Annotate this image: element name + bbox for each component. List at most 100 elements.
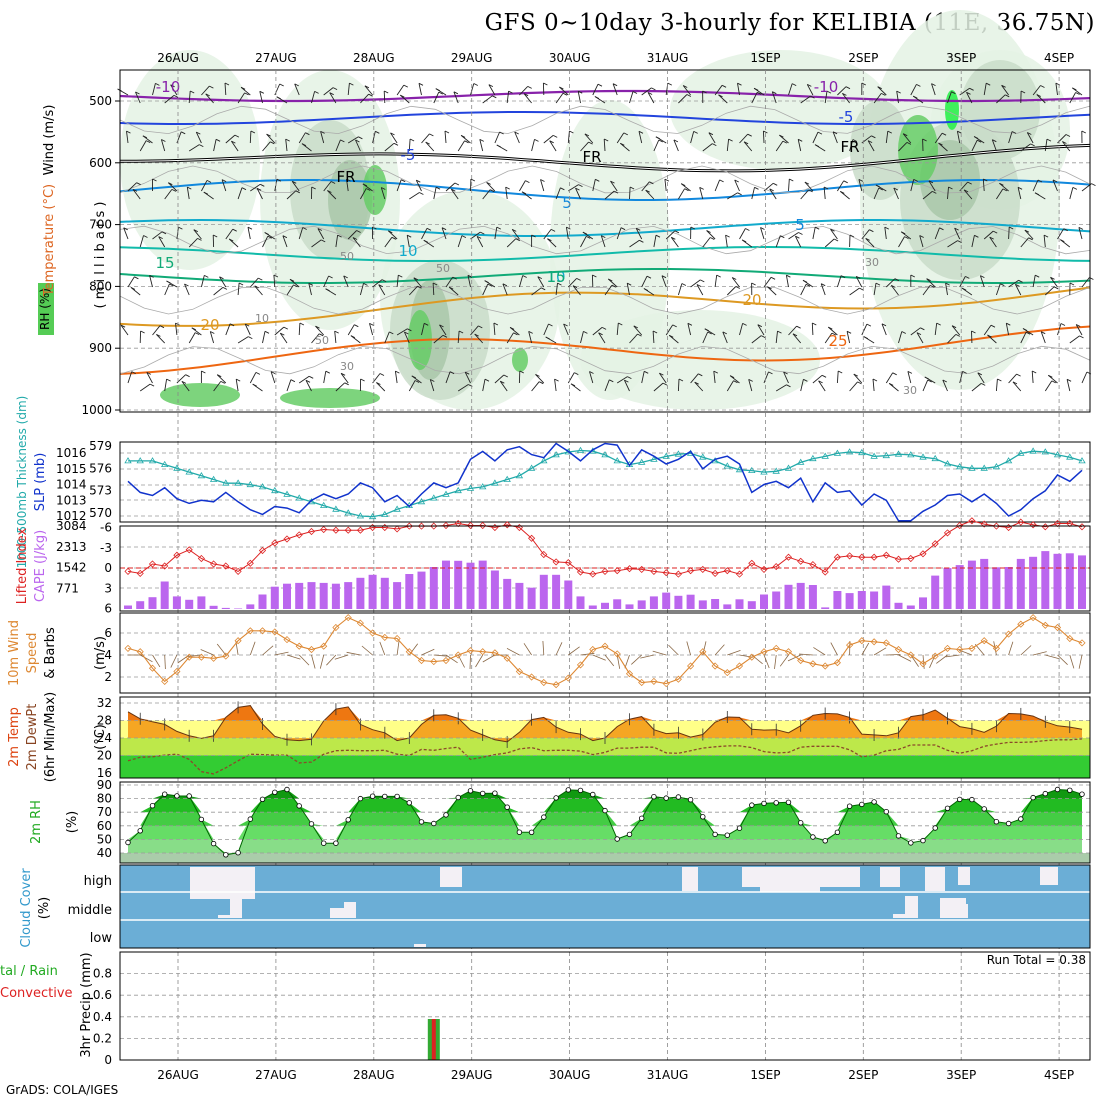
upper-wind-barb-flag	[772, 182, 778, 186]
upper-panel-frame	[119, 69, 1091, 413]
wind-barb	[886, 654, 901, 656]
upper-wind-barb	[820, 283, 826, 296]
upper-wind-barb-flag	[135, 91, 140, 95]
upper-wind-barb	[482, 379, 486, 392]
upper-wind-barb	[156, 334, 166, 344]
upper-wind-barb	[323, 275, 330, 288]
upper-wind-barb	[898, 142, 908, 152]
wind-barb	[568, 646, 580, 656]
upper-wind-barb-flag	[853, 373, 859, 377]
upper-wind-barb-flag	[566, 226, 571, 230]
upper-wind-barb-flag	[285, 138, 290, 142]
upper-wind-barb-flag	[1022, 328, 1028, 331]
upper-wind-barb-flag	[156, 333, 161, 337]
upper-wind-barb	[225, 134, 236, 144]
rh-marker	[480, 790, 486, 797]
upper-wind-barb-flag	[797, 138, 803, 142]
upper-wind-barb-flag	[786, 384, 791, 388]
label-thickness: 1000-500mb Thickness (dm)	[15, 396, 29, 569]
upper-wind-barb-flag	[527, 85, 532, 89]
upper-wind-barb	[653, 235, 657, 248]
thickness-marker	[478, 483, 487, 490]
rh-shade-17	[898, 115, 938, 185]
date-label-top: 1SEP	[750, 51, 780, 65]
cape-bar	[124, 605, 132, 609]
wind-barb	[1045, 654, 1059, 659]
cape-bar	[258, 594, 267, 609]
upper-wind-barb	[907, 371, 912, 384]
upper-wind-barb-flag	[729, 375, 735, 379]
upper-wind-barb	[575, 187, 581, 200]
upper-wind-barb-flag	[432, 282, 438, 286]
upper-wind-barb-flag	[215, 138, 221, 142]
upper-wind-barb-flag	[538, 381, 544, 385]
cape-bar	[723, 604, 732, 609]
upper-wind-barb-flag	[1000, 283, 1005, 287]
cape-bar	[527, 587, 536, 609]
upper-wind-barb-flag	[865, 237, 870, 241]
wind-speed-marker	[674, 675, 682, 683]
upper-wind-barb	[347, 230, 357, 240]
rh-marker	[149, 803, 156, 809]
upper-wind-barb-flag	[645, 189, 650, 193]
rh-marker	[932, 825, 938, 831]
lifted-index-marker	[295, 531, 303, 539]
lifted-index-marker	[234, 567, 242, 575]
upper-wind-barb-flag	[325, 370, 331, 374]
upper-wind-barb-flag	[247, 226, 253, 230]
upper-wind-barb	[652, 330, 655, 344]
upper-wind-barb-flag	[171, 188, 177, 192]
lifted-index-marker	[601, 567, 609, 575]
upper-wind-barb-flag	[786, 274, 791, 278]
upper-wind-barb-flag	[400, 179, 406, 183]
cape-bar	[442, 560, 450, 609]
upper-wind-barb	[910, 327, 921, 336]
upper-wind-barb-flag	[244, 323, 250, 327]
upper-wind-barb-flag	[902, 133, 908, 137]
upper-wind-barb	[1081, 277, 1090, 288]
thickness-marker	[674, 450, 683, 457]
cape-bar	[833, 591, 842, 609]
date-label-top: 29AUG	[451, 51, 493, 65]
lifted-index-marker	[430, 522, 438, 530]
upper-wind-barb-flag	[760, 335, 766, 339]
cape-bar	[686, 594, 695, 609]
wind-speed-marker	[882, 639, 890, 647]
upper-wind-barb-flag	[866, 323, 872, 327]
upper-wind-barb	[346, 179, 349, 192]
upper-wind-barb	[518, 275, 524, 288]
upper-wind-barb	[274, 326, 285, 336]
wind-speed-marker	[980, 637, 988, 645]
wind-barb	[200, 649, 214, 656]
wind-barb	[798, 653, 813, 656]
thickness-marker	[209, 475, 218, 482]
upper-wind-barb-flag	[845, 86, 851, 90]
upper-wind-barb	[873, 187, 880, 200]
upper-wind-barb	[1050, 277, 1058, 288]
upper-wind-barb-flag	[130, 286, 136, 290]
upper-wind-barb-flag	[637, 333, 642, 337]
upper-wind-barb	[775, 331, 778, 344]
thickness-marker	[833, 449, 842, 456]
upper-wind-barb	[221, 179, 227, 192]
upper-wind-barb	[792, 333, 802, 344]
upper-wind-barb-flag	[540, 179, 545, 182]
rh-tick: 70	[97, 805, 112, 819]
upper-wind-barb	[531, 139, 535, 152]
rh-tick: 40	[97, 846, 112, 860]
upper-wind-barb	[884, 227, 887, 240]
lifted-index-marker	[760, 565, 768, 573]
rh-marker	[137, 828, 143, 834]
upper-ytick-label: 900	[89, 341, 112, 355]
upper-wind-barb-flag	[582, 231, 588, 235]
upper-wind-barb	[441, 227, 447, 240]
contour-label: 5	[795, 216, 805, 234]
thickness-marker	[234, 479, 242, 486]
thickness-marker	[344, 509, 352, 516]
label-temp-c: (6hr Min/Max)	[43, 692, 58, 782]
wind-speed-marker	[479, 648, 487, 656]
upper-wind-barb	[804, 181, 814, 192]
upper-wind-barb	[987, 334, 997, 344]
upper-wind-barb	[616, 322, 619, 336]
upper-wind-barb-flag	[651, 87, 656, 91]
